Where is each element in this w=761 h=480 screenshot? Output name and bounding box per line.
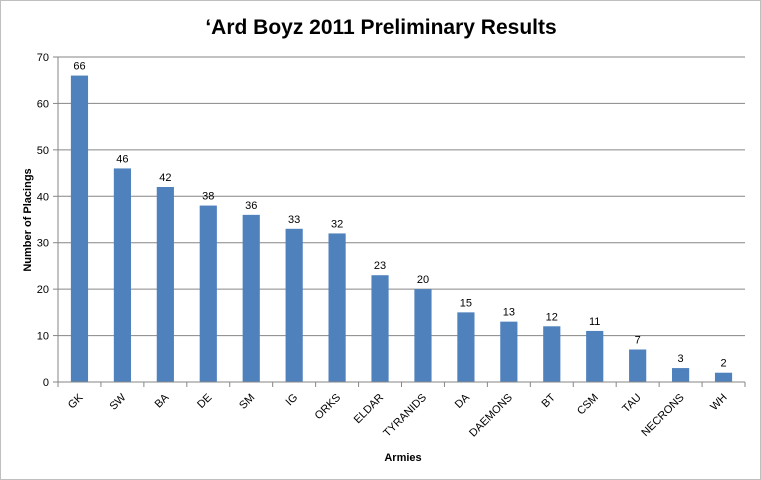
data-label: 38 — [202, 191, 214, 203]
y-tick-label: 10 — [37, 331, 49, 343]
data-label: 15 — [460, 297, 472, 309]
y-tick-label: 0 — [43, 377, 49, 389]
x-axis-title: Armies — [384, 452, 421, 464]
x-tick-label: BT — [539, 391, 558, 410]
bar — [714, 372, 733, 382]
data-label: 32 — [331, 218, 343, 230]
y-tick-label: 50 — [37, 145, 49, 157]
data-label: 23 — [374, 260, 386, 272]
data-label: 2 — [720, 358, 726, 370]
data-label: 36 — [245, 200, 257, 212]
x-tick-label: TAU — [620, 392, 644, 416]
data-label: 46 — [116, 153, 128, 165]
data-label: 12 — [546, 311, 558, 323]
bar — [586, 330, 604, 382]
x-tick-label: SM — [237, 392, 257, 412]
x-tick-label: ELDAR — [352, 392, 386, 426]
y-axis-ticks: 0 10 20 30 40 50 60 70 — [37, 52, 58, 389]
data-label: 7 — [635, 335, 641, 347]
data-label: 20 — [417, 274, 429, 286]
y-tick-label: 60 — [37, 98, 49, 110]
data-label: 11 — [589, 316, 600, 328]
bar — [70, 75, 89, 383]
y-axis-title: Number of Placings — [22, 168, 34, 271]
bar — [672, 368, 690, 382]
y-tick-label: 40 — [37, 191, 49, 203]
bar — [242, 214, 260, 382]
bar — [500, 321, 518, 382]
bar — [629, 349, 647, 382]
data-label: 13 — [503, 307, 515, 319]
data-label: 33 — [288, 214, 300, 226]
x-tick-label: WH — [708, 392, 729, 413]
x-tick-label: DA — [453, 391, 473, 411]
bar — [543, 326, 561, 382]
bar — [328, 233, 346, 382]
bar — [199, 205, 217, 382]
bar — [285, 228, 303, 382]
y-tick-label: 20 — [37, 284, 49, 296]
x-tick-label: IG — [284, 392, 301, 409]
x-tick-label: GK — [66, 391, 86, 411]
x-tick-label: DE — [195, 392, 214, 411]
bar — [457, 312, 475, 382]
chart-title: ‘Ard Boyz 2011 Preliminary Results — [205, 16, 556, 39]
x-tick-label: BA — [153, 391, 172, 410]
bar — [371, 275, 389, 382]
bars — [70, 75, 733, 383]
x-tick-label: SW — [108, 391, 129, 412]
x-tick-label: TYRANIDS — [381, 392, 429, 440]
bar — [156, 187, 174, 382]
bar — [414, 289, 432, 382]
x-tick-label: CSM — [575, 392, 601, 418]
data-label: 42 — [159, 172, 171, 184]
data-label: 66 — [73, 61, 85, 73]
x-tick-label: DAEMONS — [467, 392, 515, 440]
x-tick-label: ORKS — [313, 392, 344, 423]
x-tick-label: NECRONS — [639, 392, 686, 439]
bar — [113, 168, 131, 382]
y-tick-label: 70 — [37, 52, 49, 64]
data-label: 3 — [678, 353, 684, 365]
y-tick-label: 30 — [37, 238, 49, 250]
